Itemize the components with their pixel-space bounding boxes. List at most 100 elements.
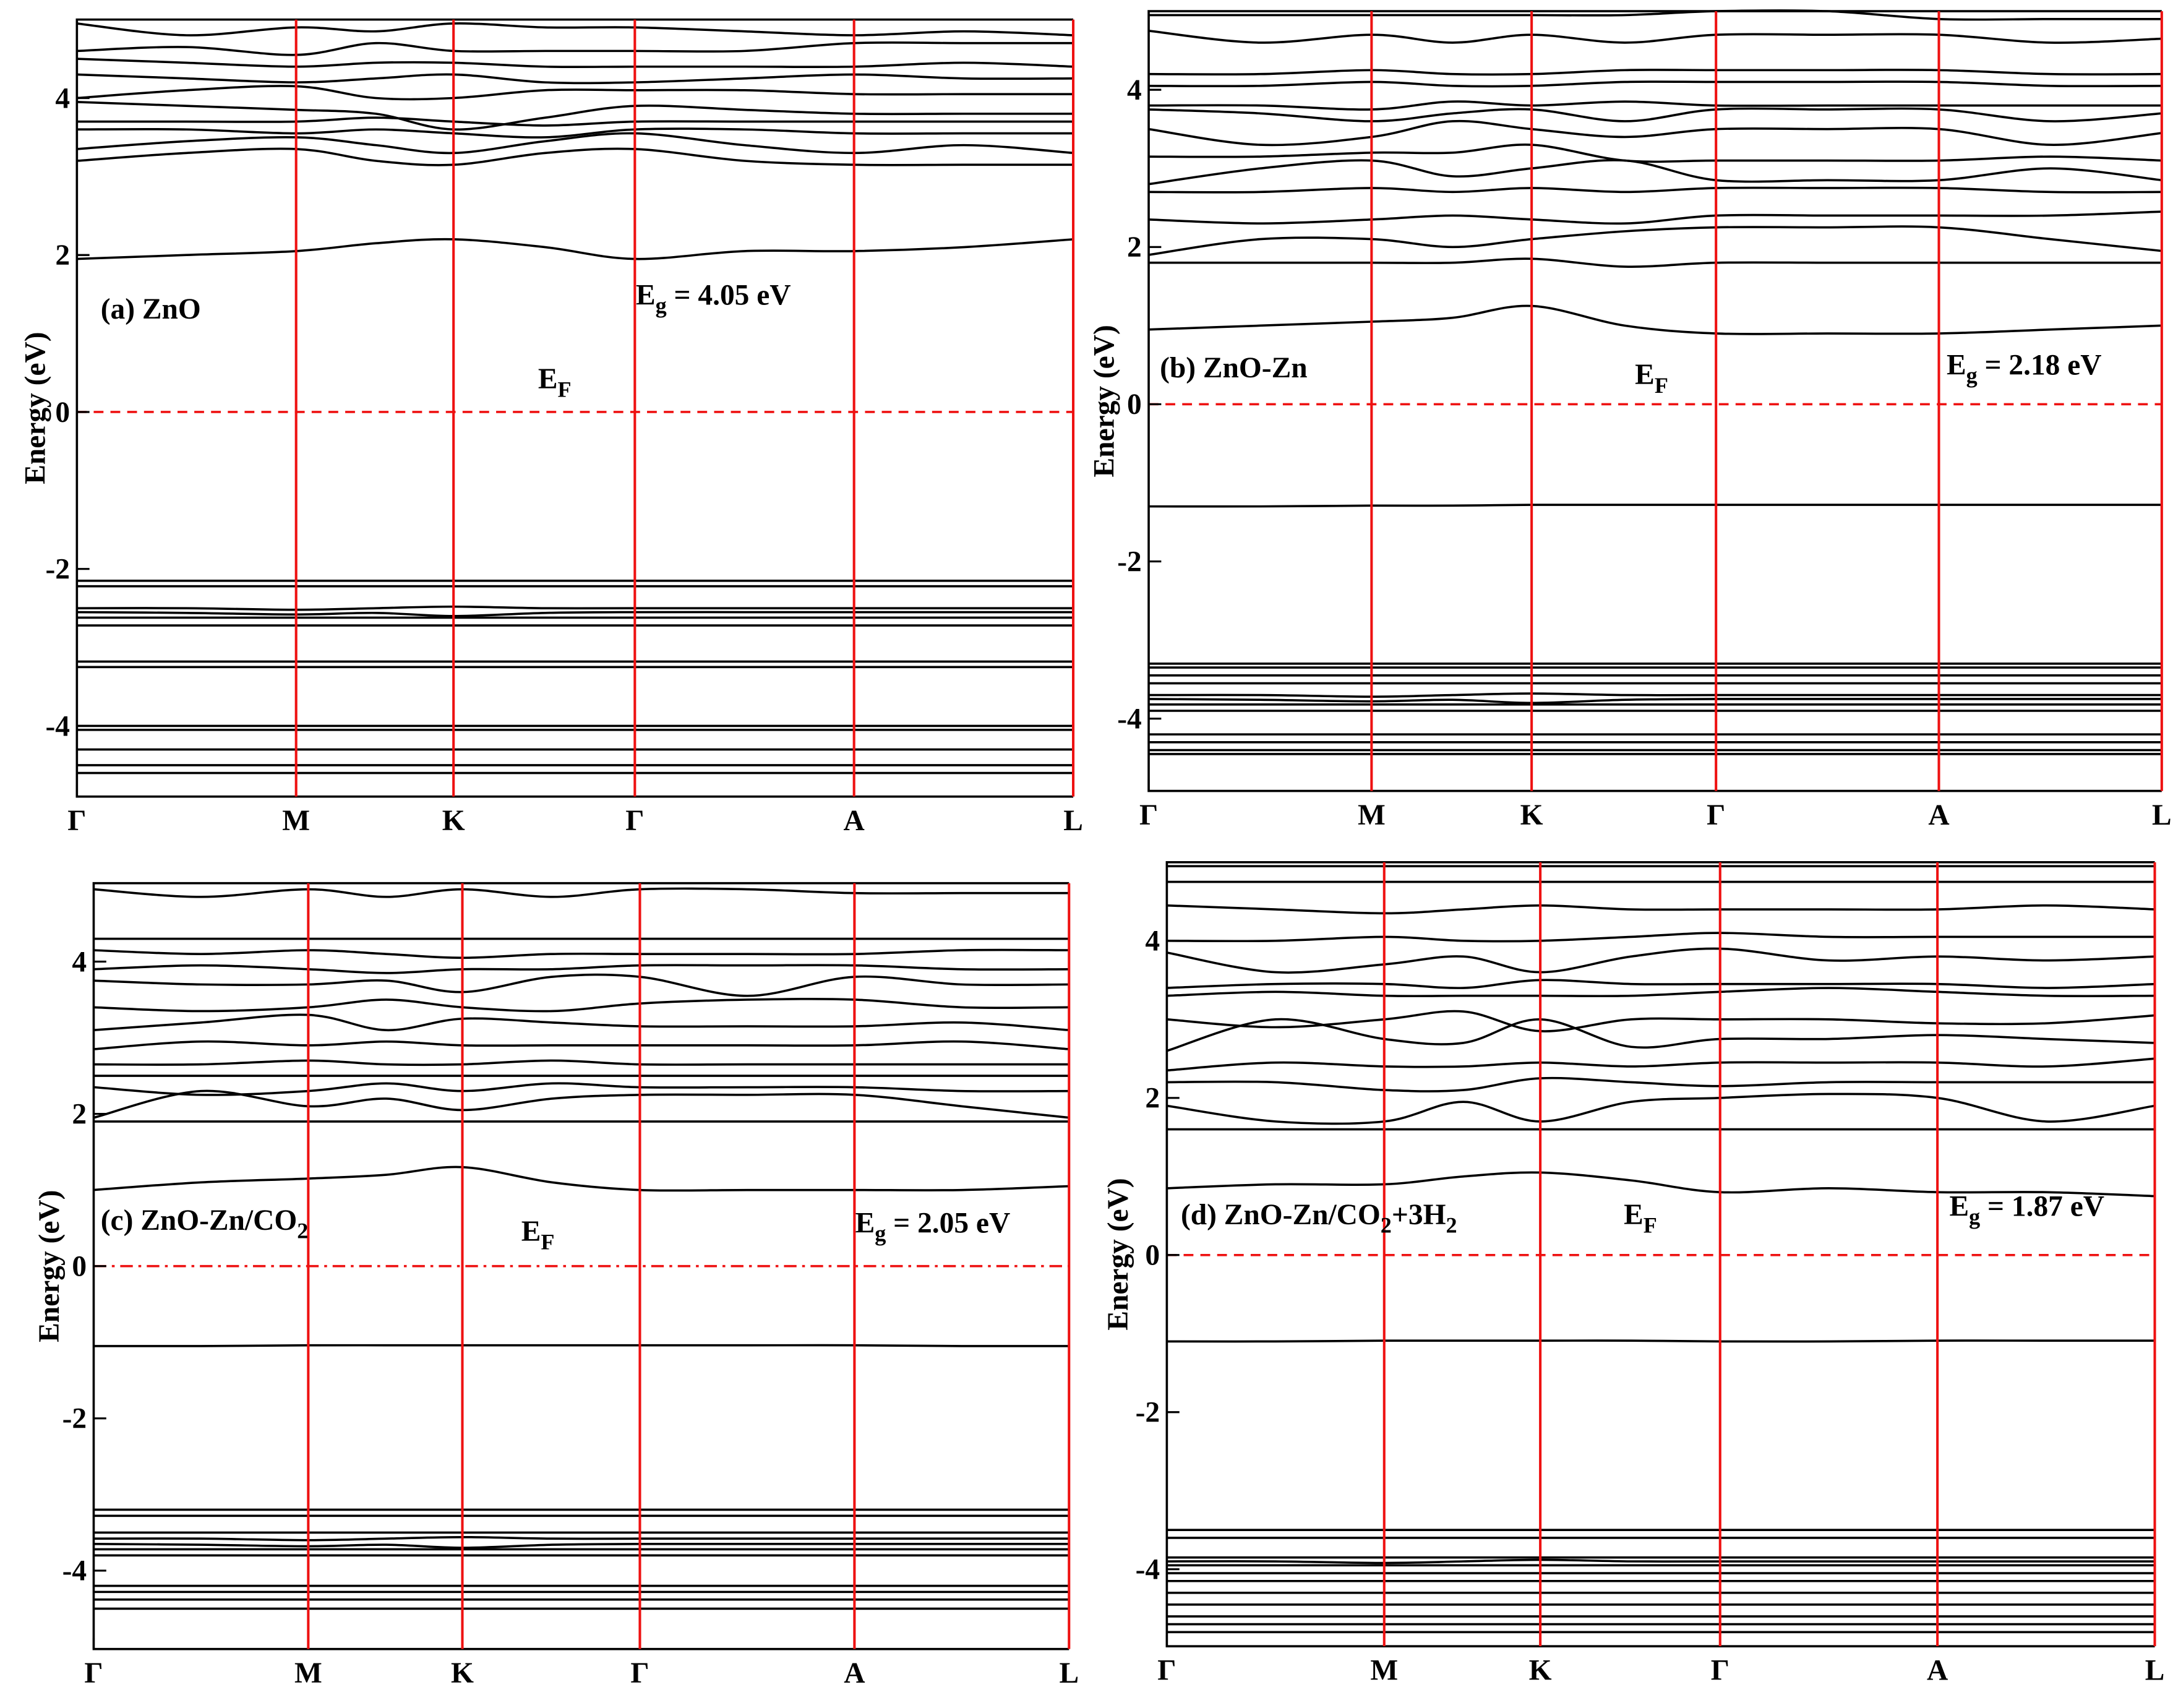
x-tick-label: Γ (1157, 1654, 1176, 1686)
band (1149, 80, 2162, 88)
band (93, 1165, 1069, 1192)
y-tick-label: 0 (1145, 1240, 1160, 1272)
band (77, 116, 1074, 127)
text-part: g (656, 293, 667, 318)
x-tick-label: L (2152, 799, 2172, 831)
panel-title: (d) ZnO-Zn/CO2+3H2 (1181, 1199, 1457, 1238)
x-tick-label: K (442, 805, 465, 837)
band (1149, 144, 2162, 163)
x-tick-label: L (2145, 1654, 2165, 1686)
band (77, 132, 1074, 155)
y-tick-label: 2 (1127, 231, 1142, 264)
band (93, 964, 1069, 974)
band (93, 1013, 1069, 1032)
band-gap-label: Eg = 2.18 eV (1947, 349, 2102, 388)
y-tick-label: 4 (1145, 925, 1160, 958)
band (1167, 947, 2155, 974)
band (1167, 1092, 2155, 1125)
x-tick-label: Γ (84, 1657, 103, 1689)
y-tick-label: 2 (55, 239, 70, 272)
text-part: E (1624, 1199, 1644, 1231)
y-axis-label: Energy (eV) (33, 1190, 66, 1342)
x-tick-label: A (844, 1657, 865, 1689)
band (77, 73, 1074, 85)
x-tick-label: K (1520, 799, 1543, 831)
band (1149, 698, 2162, 705)
band (77, 41, 1074, 56)
band (1167, 932, 2155, 943)
x-tick-label: K (451, 1657, 474, 1689)
band (1167, 1076, 2155, 1092)
y-tick-label: -4 (62, 1555, 87, 1587)
band (1149, 69, 2162, 76)
band (77, 127, 1074, 139)
band (1148, 210, 2162, 225)
x-tick-label: L (1059, 1657, 1079, 1689)
band (93, 887, 1069, 898)
band (1148, 119, 2162, 147)
y-axis-label: Energy (eV) (1102, 1178, 1134, 1330)
x-tick-label: K (1529, 1654, 1552, 1686)
text-part: F (541, 1230, 554, 1255)
text-part: F (1644, 1212, 1657, 1237)
band (77, 58, 1074, 69)
band (77, 101, 1074, 131)
band (1167, 1339, 2155, 1343)
text-part: F (1655, 373, 1668, 398)
band (1149, 9, 2162, 21)
text-part: = 2.18 eV (1978, 349, 2102, 381)
text-part: (d) ZnO-Zn/CO (1181, 1199, 1381, 1231)
x-tick-label: M (294, 1657, 322, 1689)
text-part: E (636, 279, 656, 311)
x-tick-label: A (1927, 1654, 1948, 1686)
band (1167, 1010, 2155, 1032)
band (93, 1542, 1069, 1549)
text-part: g (875, 1221, 886, 1246)
x-tick-label: A (1928, 799, 1949, 831)
y-tick-label: -2 (46, 554, 71, 586)
band-gap-label: Eg = 1.87 eV (1949, 1190, 2104, 1229)
band (1167, 1057, 2155, 1072)
text-part: E (855, 1207, 875, 1239)
band (93, 1344, 1069, 1347)
axis-frame (75, 18, 1074, 798)
band (77, 22, 1074, 36)
band (1167, 1171, 2155, 1198)
text-part: = 2.05 eV (886, 1207, 1010, 1239)
band (93, 1089, 1069, 1119)
band (1167, 987, 2155, 997)
band (1149, 257, 2162, 268)
text-part: (c) ZnO-Zn/CO (101, 1204, 297, 1237)
band (93, 1535, 1069, 1542)
y-tick-label: -2 (62, 1403, 87, 1435)
text-part: g (1966, 363, 1978, 388)
y-tick-label: 0 (55, 397, 70, 429)
band (1167, 979, 2155, 989)
y-tick-label: 0 (1127, 388, 1142, 421)
band-gap-label: Eg = 2.05 eV (855, 1207, 1011, 1246)
band (1167, 1558, 2155, 1564)
x-tick-label: Γ (625, 805, 644, 837)
band (77, 85, 1074, 101)
x-tick-label: M (1370, 1654, 1398, 1686)
band (1149, 100, 2162, 111)
y-tick-label: 2 (72, 1098, 87, 1130)
x-tick-label: L (1063, 805, 1083, 837)
y-tick-label: 4 (1127, 74, 1142, 106)
x-tick-label: Γ (67, 805, 86, 837)
band (93, 1040, 1069, 1050)
y-tick-label: -2 (1136, 1397, 1160, 1429)
band (93, 1082, 1069, 1096)
text-part: 2 (1446, 1212, 1457, 1237)
y-tick-label: 4 (72, 946, 87, 978)
band (1148, 159, 2162, 186)
text-part: g (1969, 1204, 1980, 1229)
x-tick-label: Γ (630, 1657, 649, 1689)
band (1148, 107, 2162, 122)
band (1166, 1018, 2155, 1052)
axis-frame (1147, 10, 2162, 792)
x-tick-label: Γ (1711, 1654, 1729, 1686)
x-tick-label: A (844, 805, 865, 837)
